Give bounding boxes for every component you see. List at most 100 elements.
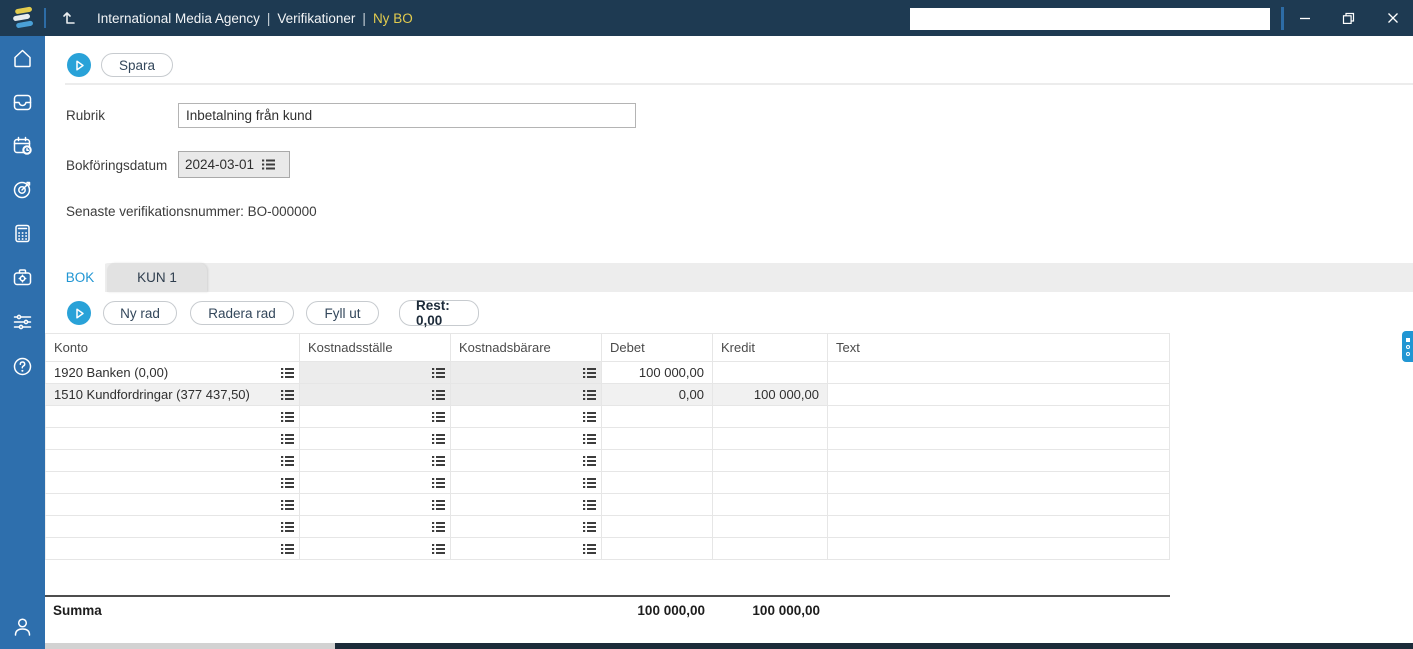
- tab-kun1[interactable]: KUN 1: [107, 263, 207, 292]
- cell-kostnadsbarare[interactable]: [451, 472, 602, 493]
- cell-kostnadsbarare[interactable]: [451, 516, 602, 537]
- table-row[interactable]: [45, 428, 1170, 450]
- list-icon[interactable]: [281, 433, 294, 444]
- case-icon[interactable]: [11, 266, 34, 289]
- help-icon[interactable]: [11, 355, 34, 378]
- table-row[interactable]: [45, 450, 1170, 472]
- cell-konto[interactable]: [45, 450, 300, 471]
- cell-debet[interactable]: [602, 516, 713, 537]
- cell-kostnadsstalle[interactable]: [300, 516, 451, 537]
- cell-kredit[interactable]: [713, 538, 828, 559]
- cell-konto[interactable]: [45, 494, 300, 515]
- cell-konto[interactable]: [45, 516, 300, 537]
- list-icon[interactable]: [583, 499, 596, 510]
- cell-kostnadsstalle[interactable]: [300, 472, 451, 493]
- delete-row-button[interactable]: Radera rad: [190, 301, 294, 325]
- list-icon[interactable]: [583, 455, 596, 466]
- calculator-icon[interactable]: [11, 222, 34, 245]
- table-row[interactable]: [45, 406, 1170, 428]
- new-row-button[interactable]: Ny rad: [103, 301, 177, 325]
- cell-konto[interactable]: 1920 Banken (0,00): [45, 362, 300, 383]
- cell-konto[interactable]: 1510 Kundfordringar (377 437,50): [45, 384, 300, 405]
- cell-debet[interactable]: [602, 494, 713, 515]
- table-row[interactable]: [45, 538, 1170, 560]
- inbox-icon[interactable]: [11, 91, 34, 114]
- cell-text[interactable]: [828, 472, 1170, 493]
- cell-kostnadsstalle[interactable]: [300, 362, 451, 383]
- user-icon[interactable]: [11, 615, 34, 638]
- list-icon[interactable]: [432, 543, 445, 554]
- cell-kostnadsstalle[interactable]: [300, 406, 451, 427]
- list-icon[interactable]: [432, 389, 445, 400]
- cell-kredit[interactable]: [713, 472, 828, 493]
- cell-kostnadsbarare[interactable]: [451, 538, 602, 559]
- column-settings-widget[interactable]: [1402, 331, 1413, 362]
- table-row[interactable]: [45, 516, 1170, 538]
- search-input[interactable]: [910, 8, 1270, 30]
- cell-konto[interactable]: [45, 472, 300, 493]
- list-icon[interactable]: [281, 389, 294, 400]
- minimize-button[interactable]: [1288, 0, 1322, 36]
- cell-kredit[interactable]: 100 000,00: [713, 384, 828, 405]
- list-icon[interactable]: [281, 411, 294, 422]
- cell-kredit[interactable]: [713, 362, 828, 383]
- cell-debet[interactable]: 100 000,00: [602, 362, 713, 383]
- list-icon[interactable]: [583, 411, 596, 422]
- list-icon[interactable]: [583, 389, 596, 400]
- up-level-arrow-icon[interactable]: [62, 10, 78, 25]
- cell-kostnadsbarare[interactable]: [451, 494, 602, 515]
- cell-kostnadsbarare[interactable]: [451, 362, 602, 383]
- home-icon[interactable]: [11, 47, 34, 70]
- list-icon[interactable]: [583, 367, 596, 378]
- run-rows-button[interactable]: [67, 301, 91, 325]
- cell-debet[interactable]: [602, 450, 713, 471]
- fill-out-button[interactable]: Fyll ut: [306, 301, 379, 325]
- cell-text[interactable]: [828, 406, 1170, 427]
- cell-kostnadsstalle[interactable]: [300, 384, 451, 405]
- cell-konto[interactable]: [45, 538, 300, 559]
- list-icon[interactable]: [583, 521, 596, 532]
- list-icon[interactable]: [432, 367, 445, 378]
- list-icon[interactable]: [281, 499, 294, 510]
- list-icon[interactable]: [432, 477, 445, 488]
- list-icon[interactable]: [281, 455, 294, 466]
- cell-kostnadsstalle[interactable]: [300, 538, 451, 559]
- list-icon[interactable]: [583, 543, 596, 554]
- cell-kostnadsbarare[interactable]: [451, 428, 602, 449]
- list-icon[interactable]: [432, 411, 445, 422]
- rubrik-input[interactable]: [178, 103, 636, 128]
- list-icon[interactable]: [583, 433, 596, 444]
- list-icon[interactable]: [583, 477, 596, 488]
- cell-debet[interactable]: [602, 472, 713, 493]
- cell-debet[interactable]: [602, 538, 713, 559]
- list-icon[interactable]: [281, 477, 294, 488]
- bokforingsdatum-picker[interactable]: 2024-03-01: [178, 151, 290, 178]
- cell-kostnadsbarare[interactable]: [451, 406, 602, 427]
- cell-kredit[interactable]: [713, 516, 828, 537]
- target-icon[interactable]: [11, 178, 34, 201]
- cell-debet[interactable]: [602, 428, 713, 449]
- scrollbar-thumb[interactable]: [335, 643, 1413, 649]
- table-row[interactable]: 1510 Kundfordringar (377 437,50) 0,00 100 …: [45, 384, 1170, 406]
- cell-text[interactable]: [828, 516, 1170, 537]
- cell-kredit[interactable]: [713, 450, 828, 471]
- cell-kredit[interactable]: [713, 406, 828, 427]
- cell-text[interactable]: [828, 428, 1170, 449]
- cell-kostnadsbarare[interactable]: [451, 450, 602, 471]
- horizontal-scrollbar[interactable]: [45, 643, 1413, 649]
- cell-konto[interactable]: [45, 428, 300, 449]
- table-row[interactable]: [45, 472, 1170, 494]
- list-icon[interactable]: [281, 367, 294, 378]
- list-icon[interactable]: [432, 521, 445, 532]
- list-icon[interactable]: [432, 455, 445, 466]
- save-button[interactable]: Spara: [101, 53, 173, 77]
- cell-text[interactable]: [828, 494, 1170, 515]
- cell-kostnadsstalle[interactable]: [300, 494, 451, 515]
- cell-text[interactable]: [828, 450, 1170, 471]
- tab-bok[interactable]: BOK: [55, 263, 105, 292]
- cell-text[interactable]: [828, 538, 1170, 559]
- restore-button[interactable]: [1331, 0, 1365, 36]
- run-button[interactable]: [67, 53, 91, 77]
- cell-kredit[interactable]: [713, 428, 828, 449]
- cell-text[interactable]: [828, 362, 1170, 383]
